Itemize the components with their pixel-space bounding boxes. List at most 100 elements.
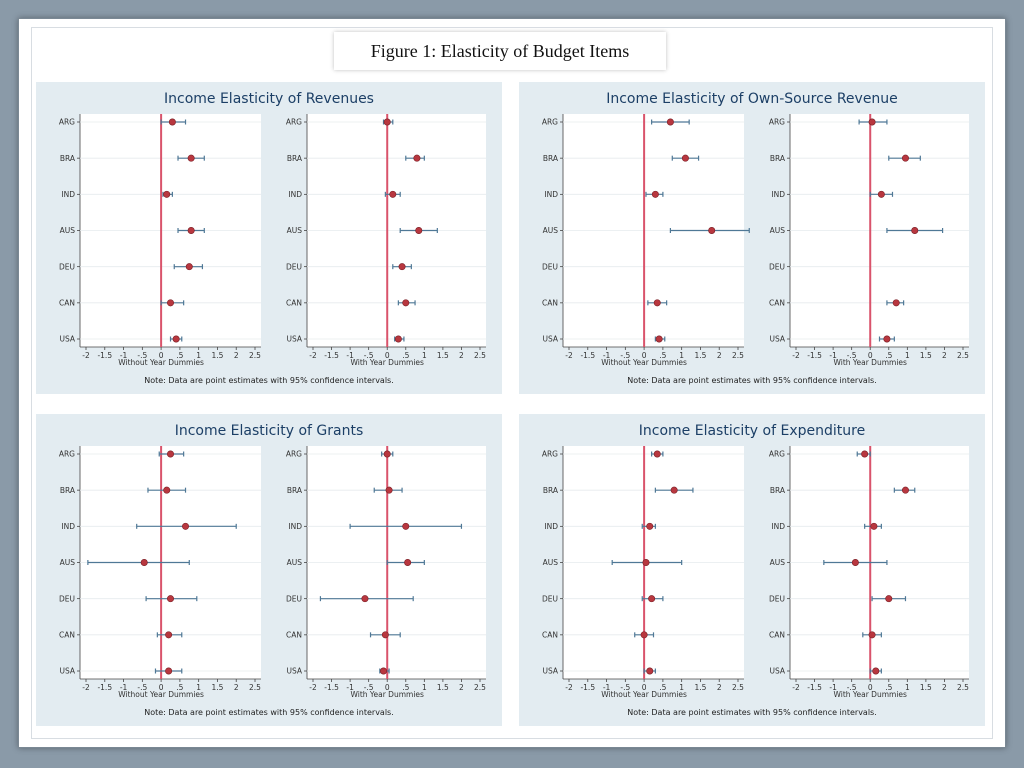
chart-title: Income Elasticity of Expenditure — [639, 423, 865, 439]
point-estimate — [681, 154, 689, 162]
category-label: IND — [61, 190, 75, 199]
x-tick-label: 2.5 — [249, 683, 261, 692]
category-label: USA — [59, 335, 75, 344]
x-tick-label: 0 — [385, 351, 390, 360]
x-tick-label: -1.5 — [324, 351, 339, 360]
point-estimate — [389, 190, 397, 198]
x-tick-label: 1.5 — [211, 683, 223, 692]
point-estimate — [655, 335, 663, 343]
x-tick-label: -1 — [120, 351, 128, 360]
point-estimate — [380, 667, 388, 675]
x-tick-label: -1.5 — [97, 351, 112, 360]
x-tick-label: 2 — [459, 351, 464, 360]
category-label: IND — [544, 522, 558, 531]
point-estimate — [868, 631, 876, 639]
category-label: AUS — [60, 558, 76, 567]
x-tick-label: 2.5 — [249, 351, 261, 360]
x-tick-label: 1.5 — [437, 351, 449, 360]
point-estimate — [872, 667, 880, 675]
point-estimate — [140, 559, 148, 567]
point-estimate — [402, 522, 410, 530]
panel-revenues: Income Elasticity of Revenues Note: Data … — [36, 82, 502, 394]
x-tick-label: -1.5 — [97, 683, 112, 692]
point-estimate — [404, 559, 412, 567]
panel-grants: Income Elasticity of Grants Note: Data ar… — [36, 414, 502, 726]
category-label: ARG — [59, 450, 75, 459]
x-tick-label: .5 — [885, 351, 892, 360]
category-label: ARG — [59, 118, 75, 127]
category-label: DEU — [59, 262, 75, 271]
x-tick-label: 2 — [942, 351, 947, 360]
x-tick-label: 0 — [868, 351, 873, 360]
point-estimate — [861, 450, 869, 458]
category-label: CAN — [542, 298, 558, 307]
x-tick-label: 1.5 — [694, 351, 706, 360]
point-estimate — [648, 595, 656, 603]
point-estimate — [415, 227, 423, 235]
x-tick-label: 2 — [234, 683, 239, 692]
x-axis-label: Without Year Dummies — [118, 358, 204, 367]
x-tick-label: 1 — [422, 351, 427, 360]
point-estimate — [168, 118, 176, 126]
x-tick-label: .5 — [659, 351, 666, 360]
point-estimate — [383, 450, 391, 458]
x-tick-label: .5 — [176, 351, 183, 360]
point-estimate — [402, 299, 410, 307]
x-tick-label: -1 — [346, 351, 354, 360]
x-tick-label: -2 — [792, 683, 800, 692]
x-tick-label: 2.5 — [957, 351, 969, 360]
category-label: IND — [288, 190, 302, 199]
x-tick-label: -.5 — [620, 351, 630, 360]
x-tick-label: -2 — [792, 351, 800, 360]
point-estimate — [167, 450, 175, 458]
x-tick-label: -2 — [309, 683, 317, 692]
x-tick-label: -.5 — [364, 683, 374, 692]
figure-inner-border — [31, 27, 993, 739]
category-label: USA — [286, 335, 302, 344]
x-tick-label: .5 — [659, 683, 666, 692]
category-label: ARG — [769, 450, 785, 459]
point-estimate — [646, 522, 654, 530]
point-estimate — [187, 154, 195, 162]
category-label: USA — [542, 667, 558, 676]
point-estimate — [187, 227, 195, 235]
category-label: USA — [59, 667, 75, 676]
x-tick-label: 1 — [905, 683, 910, 692]
chart-svg: Income Elasticity of Own-Source Revenue N… — [542, 91, 969, 385]
x-axis-label: With Year Dummies — [351, 690, 425, 699]
x-tick-label: 1.5 — [920, 351, 932, 360]
figure-title: Figure 1: Elasticity of Budget Items — [334, 32, 666, 70]
category-label: DEU — [59, 594, 75, 603]
category-label: BRA — [60, 486, 76, 495]
chart-note: Note: Data are point estimates with 95% … — [144, 376, 394, 385]
x-tick-label: .5 — [402, 683, 409, 692]
x-tick-label: -1 — [603, 351, 611, 360]
category-label: CAN — [59, 630, 75, 639]
x-tick-label: -1 — [829, 351, 837, 360]
point-estimate — [385, 486, 393, 494]
category-label: ARG — [286, 118, 302, 127]
x-tick-label: 0 — [642, 683, 647, 692]
chart-note: Note: Data are point estimates with 95% … — [627, 708, 877, 717]
point-estimate — [165, 631, 173, 639]
x-tick-label: -1 — [120, 683, 128, 692]
point-estimate — [398, 263, 406, 271]
x-tick-label: -1.5 — [580, 351, 595, 360]
x-tick-label: 0 — [159, 683, 164, 692]
point-estimate — [883, 335, 891, 343]
x-tick-label: 0 — [868, 683, 873, 692]
x-tick-label: .5 — [885, 683, 892, 692]
point-estimate — [172, 335, 180, 343]
x-axis-label: With Year Dummies — [351, 358, 425, 367]
point-estimate — [885, 595, 893, 603]
point-estimate — [165, 667, 173, 675]
point-estimate — [653, 450, 661, 458]
x-tick-label: -.5 — [137, 683, 147, 692]
point-estimate — [163, 486, 171, 494]
x-tick-label: -1.5 — [580, 683, 595, 692]
category-label: DEU — [542, 262, 558, 271]
point-estimate — [877, 190, 885, 198]
category-label: BRA — [543, 486, 559, 495]
x-tick-label: 2 — [459, 683, 464, 692]
x-tick-label: 0 — [642, 351, 647, 360]
